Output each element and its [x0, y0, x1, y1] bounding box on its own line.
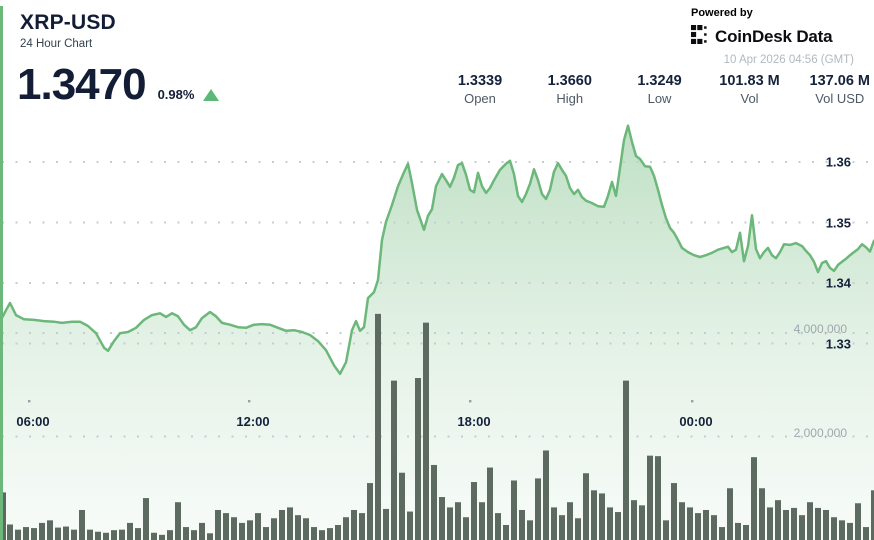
current-price: 1.3470 [17, 60, 147, 109]
stat-vol-usd-label: Vol USD [815, 91, 865, 106]
powered-by-label: Powered by [691, 7, 753, 19]
up-arrow-icon [203, 89, 220, 101]
price-axis-label: 1.33 [825, 336, 851, 351]
price-axis-label: 1.36 [825, 154, 851, 170]
volume-axis-label: 2,000,000 [793, 425, 847, 440]
stat-high-value: 1.3660 [547, 73, 592, 89]
stat-open-value: 1.3339 [457, 73, 503, 89]
time-axis-label: 06:00 [16, 414, 50, 429]
ohlcv-stats-row: 1.3339 Open 1.3660 High 1.3249 Low 101.8… [450, 73, 870, 106]
stat-high-label: High [556, 91, 584, 106]
stat-low: 1.3249 Low [630, 73, 690, 106]
stat-vol-usd-value: 137.06 M [809, 73, 870, 89]
stat-open-label: Open [464, 91, 496, 106]
stat-vol-label: Vol [740, 91, 759, 106]
chart-period-subtitle: 24 Hour Chart [20, 38, 93, 50]
time-axis-label: 00:00 [679, 414, 713, 429]
price-axis-label: 1.35 [825, 215, 851, 230]
current-price-row: 1.3470 0.98% [17, 60, 220, 109]
stat-vol-value: 101.83 M [719, 73, 780, 89]
volume-axis-label: 4,000,000 [793, 322, 847, 336]
stat-low-value: 1.3249 [637, 73, 682, 89]
pair-title: XRP-USD [20, 11, 116, 34]
stat-low-label: Low [647, 91, 672, 106]
time-axis-label: 18:00 [457, 414, 491, 429]
stat-vol: 101.83 M Vol [719, 73, 779, 106]
chart-timestamp: 10 Apr 2026 04:56 (GMT) [723, 54, 854, 66]
stat-vol-usd: 137.06 M Vol USD [810, 73, 870, 106]
chart-header: XRP-USD 24 Hour Chart [20, 11, 116, 50]
price-axis-label: 1.34 [825, 275, 851, 291]
stat-high: 1.3660 High [540, 73, 600, 106]
time-axis-label: 12:00 [236, 414, 270, 429]
coindesk-logo[interactable]: CoinDesk Data [691, 25, 854, 49]
coindesk-logo-icon [691, 25, 710, 49]
coindesk-logo-text: CoinDesk Data [715, 27, 833, 46]
change-percent: 0.98% [157, 87, 195, 102]
branding-block: Powered by CoinDesk Data 10 Apr 2026 04:… [691, 7, 854, 66]
stat-open: 1.3339 Open [450, 73, 510, 106]
